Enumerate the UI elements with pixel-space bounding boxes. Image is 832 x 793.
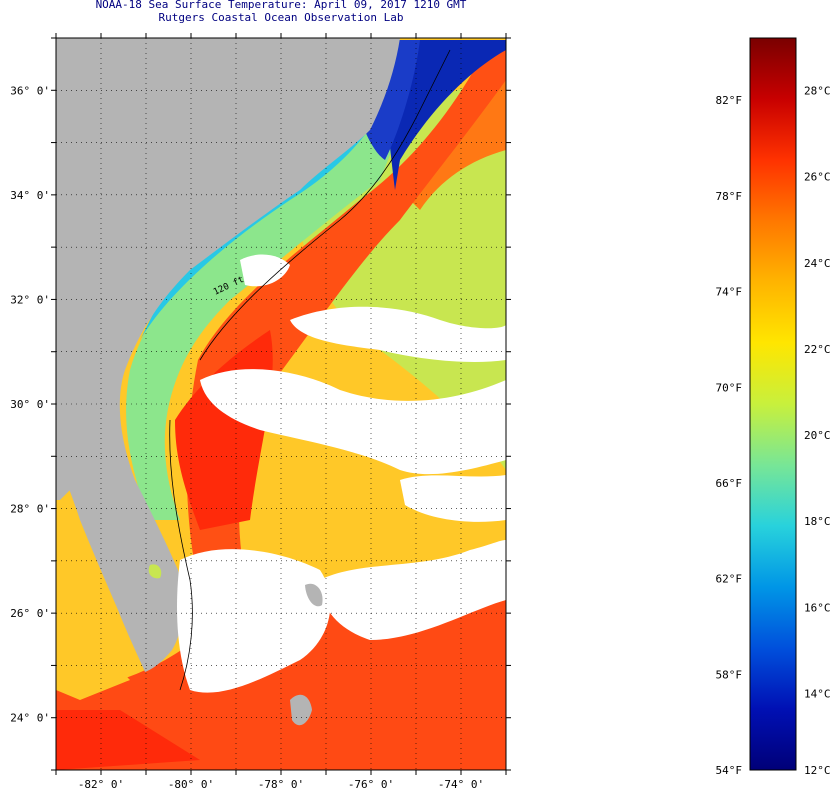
lon-tick-label: -76° 0' bbox=[348, 778, 394, 791]
lat-tick-label: 24° 0' bbox=[10, 712, 50, 725]
colorbar-f-label: 62°F bbox=[716, 573, 743, 586]
gulf-stream-band bbox=[186, 44, 506, 610]
cloud-cover-central bbox=[200, 369, 506, 475]
colorbar-c-label: 20°C bbox=[804, 429, 831, 442]
cloud-cover-bahamas bbox=[177, 549, 331, 693]
lat-tick-label: 30° 0' bbox=[10, 398, 50, 411]
lat-tick-label: 36° 0' bbox=[10, 84, 50, 97]
cloud-cover-east bbox=[320, 540, 506, 640]
lat-tick-label: 26° 0' bbox=[10, 607, 50, 620]
colorbar-f-label: 70°F bbox=[716, 381, 743, 394]
bahamas-island bbox=[305, 583, 323, 607]
colorbar-f-label: 82°F bbox=[716, 94, 743, 107]
colorbar-fahrenheit-scale: 82°F 78°F 74°F 70°F 66°F 62°F 58°F 54°F bbox=[716, 94, 743, 777]
lat-tick-label: 34° 0' bbox=[10, 189, 50, 202]
colorbar-f-label: 66°F bbox=[716, 477, 743, 490]
chart-subtitle: Rutgers Coastal Ocean Observation Lab bbox=[158, 11, 404, 24]
gulf-yellow-water bbox=[56, 600, 130, 700]
colorbar-c-label: 28°C bbox=[804, 85, 831, 98]
colorbar-f-label: 58°F bbox=[716, 668, 743, 681]
lon-tick-label: -82° 0' bbox=[78, 778, 124, 791]
chart-title: NOAA-18 Sea Surface Temperature: April 0… bbox=[95, 0, 467, 11]
colorbar-f-label: 74°F bbox=[716, 286, 743, 299]
lon-tick-label: -74° 0' bbox=[438, 778, 484, 791]
colorbar-c-label: 14°C bbox=[804, 687, 831, 700]
map-panel: 120 ft bbox=[56, 38, 506, 770]
shelf-water bbox=[126, 40, 440, 520]
lon-tick-label: -80° 0' bbox=[168, 778, 214, 791]
lat-tick-label: 32° 0' bbox=[10, 293, 50, 306]
colorbar-c-label: 22°C bbox=[804, 343, 831, 356]
colorbar-f-label: 54°F bbox=[716, 764, 743, 777]
lat-tick-label: 28° 0' bbox=[10, 503, 50, 516]
depth-contour-line bbox=[169, 419, 193, 691]
graticule bbox=[56, 38, 506, 770]
cloud-patch-south bbox=[400, 475, 506, 522]
colorbar-c-label: 24°C bbox=[804, 257, 831, 270]
florida-straits-warm bbox=[56, 710, 200, 770]
colorbar-celsius-scale: 28°C 26°C 24°C 22°C 20°C 18°C 16°C 14°C 12°C bbox=[804, 85, 831, 777]
cloud-cover-north bbox=[290, 306, 506, 362]
colorbar-c-label: 16°C bbox=[804, 601, 831, 614]
colorbar-c-label: 18°C bbox=[804, 515, 831, 528]
colorbar-c-label: 26°C bbox=[804, 171, 831, 184]
longitude-axis: -82° 0' -80° 0' -78° 0' -76° 0' -74° 0' bbox=[55, 33, 507, 791]
lake-okeechobee bbox=[148, 564, 162, 579]
southeast-us-land bbox=[56, 38, 400, 672]
latitude-axis: 36° 0' 34° 0' 32° 0' 30° 0' 28° 0' 26° 0' 24° … bbox=[10, 37, 511, 771]
lon-tick-label: -78° 0' bbox=[258, 778, 304, 791]
depth-contour-line bbox=[199, 49, 451, 361]
gulf-coast-land bbox=[56, 460, 70, 500]
colorbar bbox=[749, 37, 797, 771]
colorbar-f-label: 78°F bbox=[716, 190, 743, 203]
colorbar-c-label: 12°C bbox=[804, 764, 831, 777]
cloud-patch bbox=[240, 254, 290, 287]
